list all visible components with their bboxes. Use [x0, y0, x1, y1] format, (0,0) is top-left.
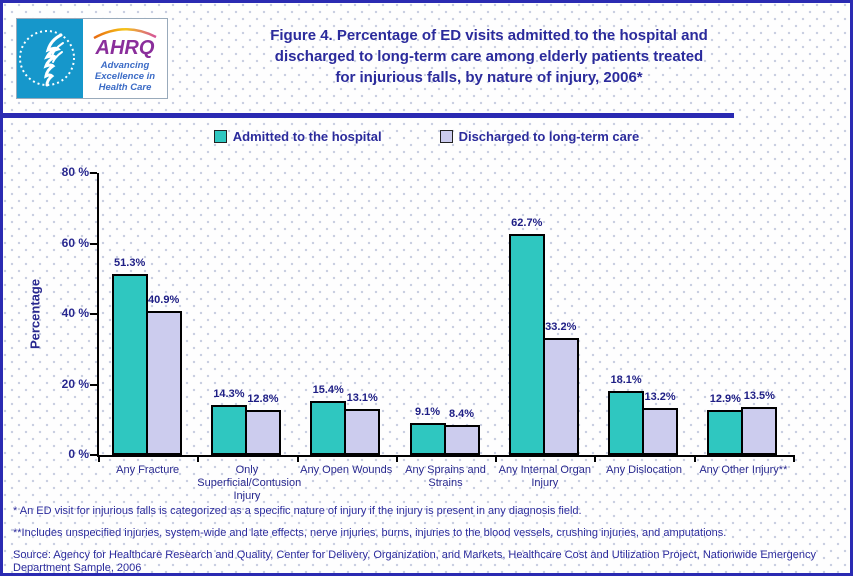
- y-tick-mark: [90, 454, 97, 456]
- header-divider: [3, 113, 734, 118]
- y-tick-label: 80 %: [61, 165, 89, 179]
- bar-value-label: 62.7%: [511, 217, 543, 229]
- category-label: Only Superficial/Contusion Injury: [197, 464, 302, 502]
- x-tick-mark: [693, 455, 696, 462]
- source-note: Source: Agency for Healthcare Research a…: [13, 549, 816, 574]
- bar-admitted: [508, 234, 545, 455]
- x-tick-mark: [197, 455, 200, 462]
- figure-header: AHRQ Advancing Excellence in Health Care…: [3, 3, 850, 113]
- y-axis-line: [97, 173, 99, 457]
- footnote-1: * An ED visit for injurious falls is cat…: [13, 505, 582, 517]
- x-tick-mark: [793, 455, 795, 462]
- bar-value-label: 18.1%: [610, 374, 642, 386]
- y-tick-label: 20 %: [61, 376, 89, 391]
- y-tick-label: 60 %: [61, 235, 89, 250]
- bar-value-label: 8.4%: [448, 408, 475, 420]
- bar-value-label: 13.1%: [346, 392, 378, 404]
- bar-discharged: [642, 408, 679, 455]
- x-tick-mark: [495, 455, 498, 462]
- bar-discharged: [344, 409, 381, 455]
- bar-chart: 0 % 20 % 40 % 60 % 80 % Percentage 51.3% 40.9% A…: [3, 3, 850, 573]
- bar-admitted: [210, 405, 247, 455]
- bar-discharged: [542, 338, 579, 455]
- y-tick-label: 0 %: [68, 447, 89, 461]
- bar-discharged: [443, 425, 480, 455]
- ahrq-hhs-logo: AHRQ Advancing Excellence in Health Care: [16, 18, 168, 99]
- bar-admitted: [310, 401, 347, 455]
- bar-admitted: [111, 274, 148, 455]
- y-tick-mark: [90, 383, 97, 386]
- bar-admitted: [409, 423, 446, 455]
- legend-swatch-discharged: [439, 130, 453, 143]
- footnotes: * An ED visit for injurious falls is cat…: [13, 505, 846, 574]
- chart-legend: Admitted to the hospital Discharged to l…: [3, 129, 850, 144]
- y-tick-mark: [90, 242, 97, 245]
- bar-value-label: 13.2%: [644, 391, 676, 403]
- ahrq-tagline: Advancing Excellence in Health Care: [94, 59, 156, 93]
- legend-swatch-admitted: [213, 130, 227, 143]
- category-label: Any Sprains and Strains: [405, 464, 486, 489]
- bar-value-label: 12.9%: [709, 393, 741, 405]
- y-tick-label: 40 %: [61, 306, 89, 320]
- figure-title: Figure 4. Percentage of ED visits admitt…: [270, 27, 708, 86]
- y-axis-title: Percentage: [27, 278, 43, 350]
- bar-discharged: [741, 407, 778, 455]
- category-label: Any Open Wounds: [300, 464, 393, 476]
- bar-value-label: 33.2%: [545, 321, 577, 333]
- y-tick-mark: [90, 313, 97, 315]
- category-label: Any Fracture: [116, 464, 180, 476]
- bar-value-label: 13.5%: [743, 390, 775, 402]
- bar-value-label: 14.3%: [213, 388, 245, 400]
- rainbow-arc-icon: [93, 27, 157, 39]
- bar-admitted: [608, 391, 645, 455]
- legend-item-discharged: Discharged to long-term care: [439, 129, 640, 144]
- bar-discharged: [244, 410, 281, 455]
- category-label: Any Dislocation: [606, 464, 682, 476]
- category-label: Any Internal Organ Injury: [498, 464, 591, 489]
- x-tick-mark: [395, 455, 398, 462]
- hhs-eagle-icon: [17, 19, 83, 98]
- ahrq-acronym: AHRQ: [95, 36, 155, 59]
- ahrq-wordmark: AHRQ Advancing Excellence in Health Care: [83, 19, 167, 98]
- bar-value-label: 51.3%: [114, 257, 146, 269]
- x-tick-mark: [296, 455, 299, 462]
- bar-value-label: 12.8%: [247, 393, 279, 405]
- bar-value-label: 40.9%: [148, 294, 180, 306]
- category-label: Any Other Injury**: [699, 464, 788, 476]
- x-axis-line: [97, 455, 794, 457]
- x-tick-mark: [594, 455, 597, 462]
- bar-value-label: 15.4%: [312, 384, 344, 396]
- bar-discharged: [145, 311, 182, 455]
- x-tick-mark: [98, 455, 100, 462]
- footnote-2: **Includes unspecified injuries, system-…: [13, 527, 727, 539]
- y-tick-mark: [90, 172, 97, 174]
- legend-label-discharged: Discharged to long-term care: [458, 129, 640, 144]
- legend-item-admitted: Admitted to the hospital: [213, 129, 382, 144]
- bar-value-label: 9.1%: [414, 406, 441, 418]
- bar-admitted: [707, 410, 744, 455]
- legend-label-admitted: Admitted to the hospital: [232, 129, 382, 144]
